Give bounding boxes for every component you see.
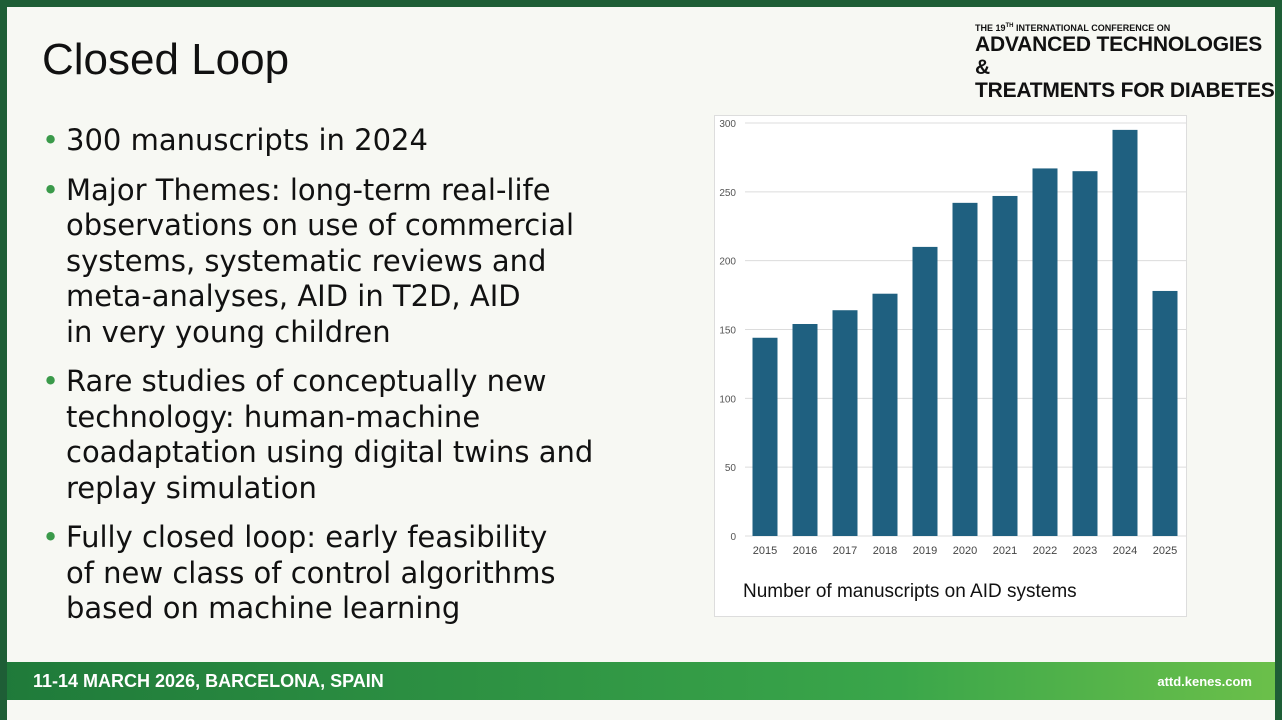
chart-box: Number of manuscripts on AID systems 0 50… — [714, 115, 1187, 617]
bullet-text: 300 manuscripts in 2024 — [66, 123, 428, 157]
bar — [952, 202, 978, 536]
bullet-text: in very young children — [66, 314, 391, 349]
bullet-text: systems, systematic reviews and — [66, 243, 547, 278]
bar — [1112, 129, 1138, 536]
bullet-text: Fully closed loop: early feasibility — [66, 520, 548, 554]
bullet-text: coadaptation using digital twins and — [66, 435, 594, 469]
bullet-text: technology: human-machine — [66, 399, 481, 434]
y-tick-label: 200 — [719, 257, 736, 268]
footer: 11-14 MARCH 2026, BARCELONA, SPAIN attd.… — [7, 662, 1275, 700]
x-tick-label: 2017 — [833, 545, 857, 557]
x-axis-label: Number of manuscripts on AID systems — [743, 581, 1077, 602]
y-tick-label: 250 — [719, 188, 736, 199]
x-tick-label: 2022 — [1033, 545, 1057, 557]
chart: Number of manuscripts on AID systems 0 50… — [719, 119, 1186, 602]
bottom-strip — [7, 700, 1275, 720]
bullet-dot: • — [42, 520, 60, 554]
logo: THE 19TH INTERNATIONAL CONFERENCE ON ADV… — [975, 23, 1275, 102]
y-tick-label: 50 — [725, 463, 737, 474]
bar — [1152, 290, 1178, 536]
bar — [752, 337, 778, 536]
y-tick-label: 300 — [719, 119, 736, 130]
bullet-dot: • — [42, 123, 60, 157]
bullet-list: • 300 manuscripts in 2024 • Major Themes: l… — [42, 123, 662, 641]
x-tick-label: 2019 — [913, 545, 937, 557]
bullet: • Fully closed loop: early feasibility of … — [42, 520, 662, 627]
bullet-text: replay simulation — [66, 470, 317, 505]
bar — [1032, 168, 1058, 536]
bullet-text: meta-analyses, AID in T2D, AID — [66, 279, 521, 313]
x-tick-label: 2025 — [1153, 545, 1177, 557]
x-tick-label: 2016 — [793, 545, 817, 557]
bullet: • Rare studies of conceptually new technol… — [42, 364, 662, 506]
bullet-dot: • — [42, 172, 60, 207]
y-tick-label: 150 — [719, 326, 736, 337]
bullet-dot: • — [42, 364, 60, 398]
bar — [1072, 171, 1098, 536]
x-tick-label: 2023 — [1073, 545, 1097, 557]
x-tick-label: 2024 — [1113, 545, 1137, 557]
bar — [832, 310, 858, 536]
footer-text: 11-14 MARCH 2026, BARCELONA, SPAIN — [33, 671, 384, 691]
bar — [912, 246, 938, 536]
bar — [992, 195, 1018, 537]
bullet: • 300 manuscripts in 2024 — [42, 123, 662, 159]
logo-text: TREATMENTS FOR DIABETES — [975, 79, 1275, 102]
x-tick-label: 2020 — [953, 545, 977, 557]
logo-text: TH — [1005, 23, 1014, 29]
bullet-text: based on machine learning — [66, 591, 461, 625]
x-tick-label: 2015 — [753, 545, 777, 557]
slide-title: Closed Loop — [42, 35, 290, 84]
bullet-text: observations on use of commercial — [66, 208, 575, 242]
x-tick-label: 2021 — [993, 545, 1017, 557]
x-tick-label: 2018 — [873, 545, 897, 557]
footer-link: attd.kenes.com — [1157, 674, 1252, 689]
bar — [792, 323, 818, 536]
bullet: • Major Themes: long-term real-life observ… — [42, 173, 662, 351]
bullet-text: of new class of control algorithms — [66, 555, 556, 590]
logo-text: INTERNATIONAL CONFERENCE ON — [1016, 23, 1171, 33]
logo-text: ADVANCED TECHNOLOGIES & — [975, 33, 1263, 79]
bar — [872, 293, 898, 536]
y-tick-label: 100 — [719, 394, 736, 405]
y-tick-label: 0 — [730, 532, 736, 543]
bullet-text: Major Themes: long-term real-life — [66, 172, 551, 207]
bullet-text: Rare studies of conceptually new — [66, 364, 547, 398]
logo-text: THE 19 — [975, 23, 1006, 33]
